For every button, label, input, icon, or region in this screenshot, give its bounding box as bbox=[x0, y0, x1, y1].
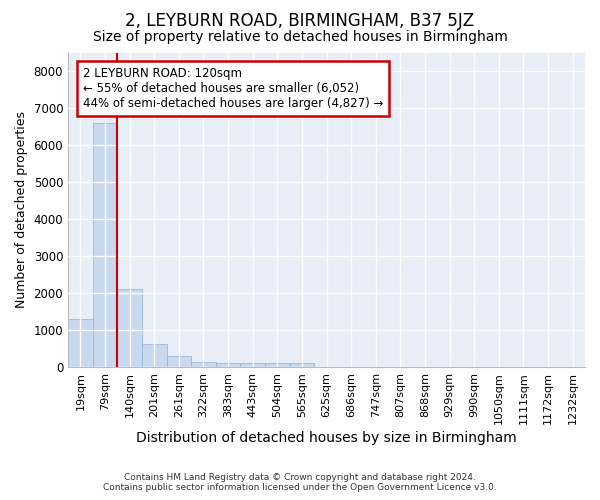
Bar bbox=[241, 364, 265, 367]
Bar bbox=[92, 123, 117, 367]
Bar bbox=[191, 362, 216, 367]
Bar bbox=[68, 319, 92, 367]
Text: Contains HM Land Registry data © Crown copyright and database right 2024.
Contai: Contains HM Land Registry data © Crown c… bbox=[103, 473, 497, 492]
Bar bbox=[117, 290, 142, 367]
Text: Size of property relative to detached houses in Birmingham: Size of property relative to detached ho… bbox=[92, 30, 508, 44]
Bar bbox=[167, 356, 191, 367]
Text: 2, LEYBURN ROAD, BIRMINGHAM, B37 5JZ: 2, LEYBURN ROAD, BIRMINGHAM, B37 5JZ bbox=[125, 12, 475, 30]
Bar bbox=[265, 364, 290, 367]
Bar bbox=[216, 364, 241, 367]
Y-axis label: Number of detached properties: Number of detached properties bbox=[15, 112, 28, 308]
Bar bbox=[290, 364, 314, 367]
Text: 2 LEYBURN ROAD: 120sqm
← 55% of detached houses are smaller (6,052)
44% of semi-: 2 LEYBURN ROAD: 120sqm ← 55% of detached… bbox=[83, 68, 383, 110]
X-axis label: Distribution of detached houses by size in Birmingham: Distribution of detached houses by size … bbox=[136, 431, 517, 445]
Bar bbox=[142, 344, 167, 367]
